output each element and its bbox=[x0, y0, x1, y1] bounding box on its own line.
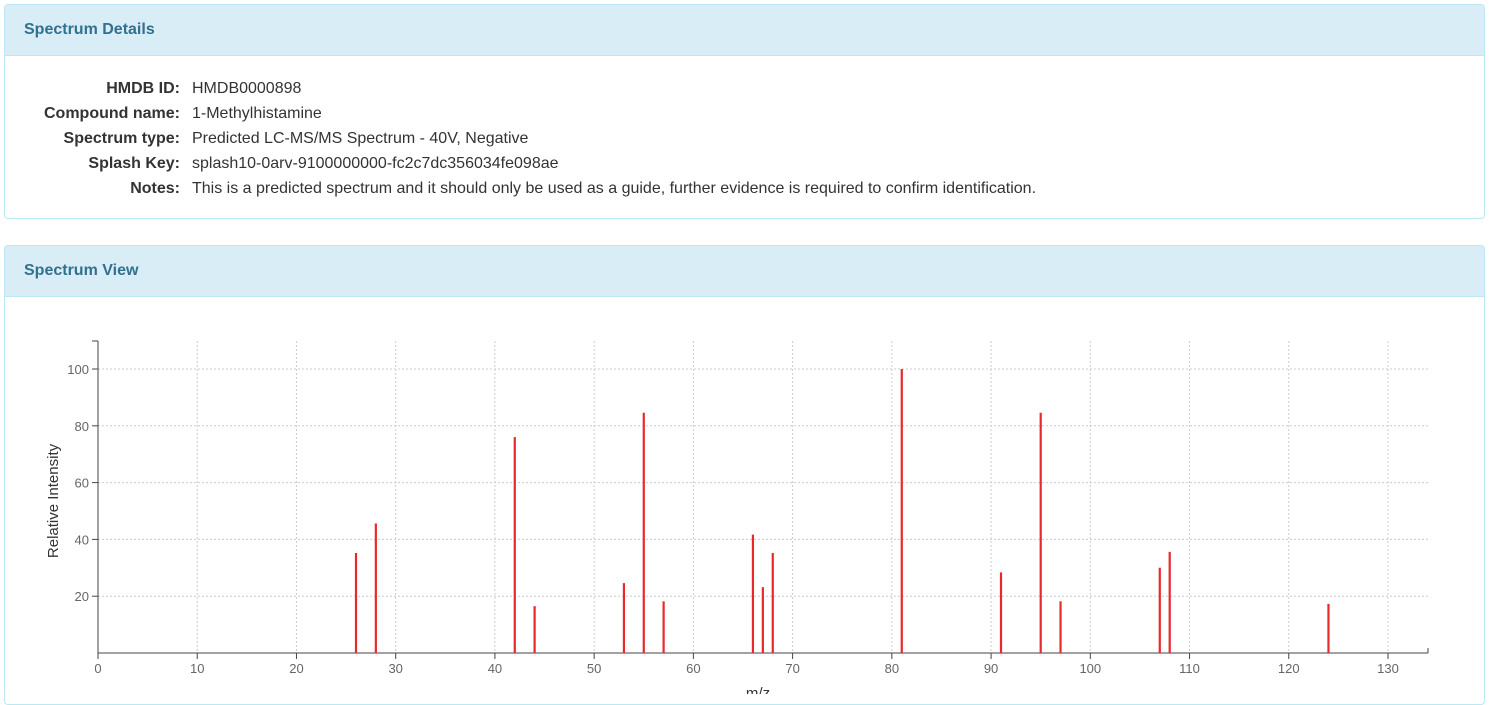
chart-axes: 20 40 60 80 100 0 10 20 30 40 50 60 70 80 90 100 110 120 1… bbox=[67, 340, 1429, 676]
chart-peaks bbox=[354, 369, 1330, 653]
x-tick-label: 30 bbox=[388, 661, 402, 676]
y-tick-label: 80 bbox=[75, 419, 89, 434]
spectrum-view-title: Spectrum View bbox=[24, 262, 139, 279]
detail-value: splash10-0arv-9100000000-fc2c7dc356034fe… bbox=[192, 155, 559, 172]
detail-row-hmdb-id: HMDB ID: HMDB0000898 bbox=[5, 76, 1484, 101]
detail-row-notes: Notes: This is a predicted spectrum and … bbox=[5, 176, 1484, 201]
y-tick-label: 20 bbox=[75, 589, 89, 604]
detail-value: HMDB0000898 bbox=[192, 80, 302, 97]
x-tick-label: 60 bbox=[686, 661, 700, 676]
spectrum-chart: 20 40 60 80 100 0 10 20 30 40 50 60 70 80 90 100 110 120 1… bbox=[45, 340, 1429, 694]
x-tick-label: 90 bbox=[984, 661, 998, 676]
spectrum-details-body: HMDB ID: HMDB0000898 Compound name: 1-Me… bbox=[5, 56, 1484, 201]
detail-label: Notes: bbox=[130, 180, 180, 197]
x-tick-label: 70 bbox=[785, 661, 799, 676]
x-tick-label: 50 bbox=[587, 661, 601, 676]
x-tick-label: 100 bbox=[1079, 661, 1101, 676]
detail-label: Spectrum type: bbox=[63, 130, 180, 147]
x-tick-label: 20 bbox=[289, 661, 303, 676]
spectrum-details-heading: Spectrum Details bbox=[5, 5, 1484, 56]
detail-row-splash-key: Splash Key: splash10-0arv-9100000000-fc2… bbox=[5, 151, 1484, 176]
y-tick-label: 40 bbox=[75, 532, 89, 547]
detail-value: This is a predicted spectrum and it shou… bbox=[192, 180, 1037, 197]
detail-label: Splash Key: bbox=[88, 155, 180, 172]
x-tick-label: 0 bbox=[94, 661, 101, 676]
spectrum-details-panel: Spectrum Details HMDB ID: HMDB0000898 Co… bbox=[4, 4, 1485, 219]
spectrum-view-heading: Spectrum View bbox=[5, 246, 1484, 297]
spectrum-details-title: Spectrum Details bbox=[24, 21, 155, 38]
detail-label: Compound name: bbox=[44, 105, 180, 122]
y-tick-label: 60 bbox=[75, 476, 89, 491]
y-tick-label: 100 bbox=[67, 362, 89, 377]
chart-grid bbox=[98, 341, 1428, 653]
detail-row-spectrum-type: Spectrum type: Predicted LC-MS/MS Spectr… bbox=[5, 126, 1484, 151]
x-tick-label: 40 bbox=[488, 661, 502, 676]
x-tick-label: 10 bbox=[190, 661, 204, 676]
y-axis-label: Relative Intensity bbox=[45, 443, 62, 558]
detail-value: 1-Methylhistamine bbox=[192, 105, 322, 122]
detail-value: Predicted LC-MS/MS Spectrum - 40V, Negat… bbox=[192, 130, 529, 147]
detail-label: HMDB ID: bbox=[106, 80, 180, 97]
x-axis-label: m/z bbox=[746, 685, 770, 694]
x-tick-label: 110 bbox=[1179, 661, 1200, 676]
x-tick-label: 130 bbox=[1377, 661, 1399, 676]
spectrum-view-panel: Spectrum View bbox=[4, 245, 1485, 705]
x-tick-label: 80 bbox=[885, 661, 899, 676]
detail-row-compound-name: Compound name: 1-Methylhistamine bbox=[5, 101, 1484, 126]
x-tick-label: 120 bbox=[1278, 661, 1300, 676]
